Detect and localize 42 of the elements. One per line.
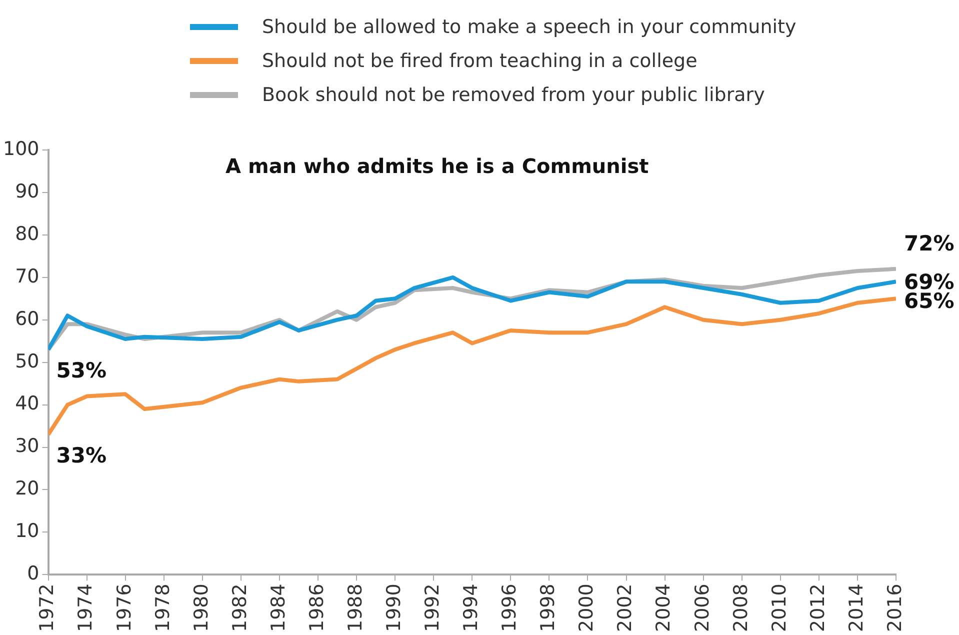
x-tick-label: 1988 xyxy=(344,584,366,632)
y-tick-label: 70 xyxy=(15,265,40,288)
x-tick-label: 1994 xyxy=(460,584,482,632)
x-tick-label: 1980 xyxy=(190,584,212,632)
x-tick-label: 2014 xyxy=(845,584,868,632)
x-tick-label: 1982 xyxy=(228,584,251,632)
x-tick-label: 2006 xyxy=(691,584,714,632)
x-tick-label: 1986 xyxy=(306,584,328,632)
x-tick-label: 2010 xyxy=(768,584,790,632)
y-tick-label: 60 xyxy=(15,308,40,330)
x-tick-label: 2012 xyxy=(806,584,829,632)
x-tick-label: 2016 xyxy=(884,584,906,632)
legend-label: Should be allowed to make a speech in your community xyxy=(262,16,796,38)
x-tick-label: 1976 xyxy=(113,584,136,632)
legend-label: Should not be fired from teaching in a college xyxy=(262,50,698,72)
y-tick-label: 30 xyxy=(15,435,40,458)
legend-label: Book should not be removed from your public library xyxy=(262,84,765,106)
x-tick-label: 1990 xyxy=(383,584,406,632)
y-tick-label: 80 xyxy=(15,222,40,245)
y-tick-label: 20 xyxy=(15,478,40,500)
x-tick-label: 1996 xyxy=(498,584,521,632)
x-tick-label: 2004 xyxy=(652,584,675,632)
x-tick-label: 2008 xyxy=(730,584,752,632)
chart-title: A man who admits he is a Communist xyxy=(226,154,650,178)
y-tick-label: 100 xyxy=(3,138,40,160)
x-tick-label: 2002 xyxy=(614,584,636,632)
data-label: 53% xyxy=(56,358,107,383)
y-tick-label: 0 xyxy=(27,562,40,585)
y-tick-label: 40 xyxy=(15,392,40,415)
x-tick-label: 1978 xyxy=(152,584,174,632)
data-label: 72% xyxy=(904,231,954,256)
data-label: 65% xyxy=(904,289,954,314)
x-tick-label: 1984 xyxy=(267,584,290,632)
x-tick-label: 2000 xyxy=(576,584,598,632)
x-tick-label: 1998 xyxy=(537,584,560,632)
y-tick-label: 90 xyxy=(15,180,40,202)
y-tick-label: 10 xyxy=(15,520,40,542)
x-tick-label: 1974 xyxy=(74,584,97,632)
x-tick-label: 1992 xyxy=(422,584,444,632)
x-tick-label: 1972 xyxy=(36,584,58,632)
y-tick-label: 50 xyxy=(15,350,40,372)
data-label: 33% xyxy=(56,443,107,468)
